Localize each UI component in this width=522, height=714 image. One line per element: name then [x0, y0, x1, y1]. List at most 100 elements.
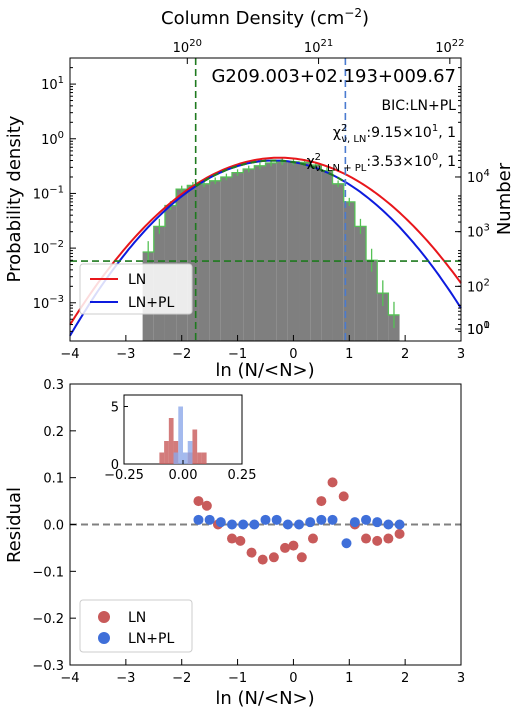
inset-bars — [159, 406, 207, 464]
fit-curves — [69, 156, 462, 337]
residual-point-lnpl — [226, 519, 237, 530]
legend-marker-lnpl — [98, 632, 110, 644]
y-tick-label: 10−2 — [33, 239, 64, 257]
right-tick-label: 103 — [467, 223, 490, 241]
top-tick-label: 1020 — [173, 38, 202, 56]
x-tick-label: −1 — [228, 347, 247, 362]
y-tick-label: 0.0 — [43, 519, 64, 534]
residual-point-ln — [246, 547, 257, 558]
y-tick-label: 100 — [41, 130, 64, 148]
residual-point-lnpl — [327, 514, 338, 525]
reference-lines — [70, 58, 461, 341]
residual-point-lnpl — [282, 519, 293, 530]
y-tick-label: 101 — [41, 75, 64, 93]
x-tick-label: −3 — [116, 671, 135, 686]
top-x-ticks: 1020 1021 1022 — [173, 38, 464, 64]
histogram-bar — [287, 161, 300, 341]
bottom-legend: LN LN+PL — [79, 599, 193, 653]
inset-bar-ln — [197, 452, 202, 464]
x-tick-label: 0 — [289, 671, 297, 686]
residual-point-lnpl — [394, 519, 405, 530]
inset-histogram: −0.25 0.00 0.25 5 0 — [104, 394, 257, 483]
residual-point-ln — [372, 535, 383, 546]
residual-point-ln — [280, 542, 291, 553]
y-tick-label: −0.3 — [32, 659, 64, 674]
residual-point-lnpl — [204, 514, 215, 525]
histogram-bar — [299, 162, 311, 341]
right-tick-label: 102 — [467, 277, 490, 295]
histogram-bar — [332, 183, 344, 341]
chi-ln-annotation: χ2 ν, LN:9.15×101, 1 — [333, 123, 456, 145]
legend-marker-ln — [98, 611, 110, 623]
fit-curve-ln — [69, 156, 462, 326]
inset-x-tick-label: 0.25 — [228, 468, 257, 483]
x-ticks: −4 −3 −2 −1 0 1 2 3 — [60, 335, 465, 362]
top-axis-label: Column Density (cm−2) — [161, 6, 369, 29]
histogram-bar — [354, 226, 367, 341]
residual-point-lnpl — [316, 514, 327, 525]
inset-y-tick-label: 5 — [111, 401, 119, 416]
residual-point-lnpl — [349, 517, 360, 528]
x-tick-label: −4 — [60, 347, 79, 362]
inset-bar-lnpl — [178, 406, 183, 464]
right-axis-label: Number — [494, 162, 515, 235]
x-tick-label: 3 — [457, 671, 465, 686]
y-tick-label: 10−3 — [33, 294, 64, 312]
x-tick-label: 1 — [345, 347, 353, 362]
histogram-outline — [142, 161, 400, 316]
residual-y-label: Residual — [4, 487, 25, 563]
residual-point-ln — [316, 496, 327, 507]
histogram-bar — [366, 260, 378, 341]
right-tick-label: 101 — [467, 320, 490, 338]
histogram-bar — [343, 201, 355, 341]
residual-point-lnpl — [271, 514, 282, 525]
residual-point-lnpl — [372, 517, 383, 528]
legend-label-lnpl: LN+PL — [128, 631, 174, 647]
inset-x-tick-label: −0.25 — [104, 468, 144, 483]
x-tick-label: 2 — [401, 347, 409, 362]
top-tick-label: 1021 — [304, 38, 333, 56]
histogram-bar — [187, 185, 199, 341]
residual-point-ln — [235, 535, 246, 546]
residual-point-ln — [307, 533, 318, 544]
legend-label-lnpl: LN+PL — [128, 295, 174, 311]
residual-x-label: ln (N/<N>) — [215, 688, 314, 709]
inset-bar-lnpl — [173, 452, 179, 464]
y-tick-label: 0.2 — [43, 425, 64, 440]
histogram-bar — [276, 161, 288, 341]
histogram-bar — [220, 176, 232, 341]
inset-y-tick-label: 0 — [111, 458, 119, 473]
histogram-bar — [243, 168, 255, 341]
residual-point-lnpl — [193, 514, 204, 525]
histogram-bar — [231, 172, 244, 341]
chart-title: G209.003+02.193+009.67 — [211, 66, 456, 87]
x-tick-label: −2 — [172, 347, 191, 362]
residual-point-lnpl — [383, 519, 394, 530]
y-tick-label: 10−1 — [33, 184, 64, 202]
x-tick-label: −4 — [60, 671, 79, 686]
residual-point-ln — [296, 552, 307, 563]
legend-label-ln: LN — [128, 272, 146, 288]
residual-x-ticks: −4 −3 −2 −1 0 1 2 3 — [60, 659, 465, 686]
histogram-bar — [321, 170, 333, 341]
x-tick-label: −2 — [172, 671, 191, 686]
plot-frame — [69, 57, 462, 342]
inset-x-tick-label: 0.00 — [169, 468, 198, 483]
top-tick-label: 1022 — [435, 38, 464, 56]
y-tick-label: 0.1 — [43, 472, 64, 487]
residual-point-lnpl — [260, 514, 271, 525]
residual-point-ln — [201, 500, 212, 511]
inset-bar-ln — [164, 441, 169, 464]
residual-point-ln — [327, 477, 338, 488]
y-tick-label: 0.3 — [43, 378, 64, 393]
y-axis-label: Probability density — [4, 115, 25, 282]
x-tick-label: −3 — [116, 347, 135, 362]
inset-bar-lnpl — [183, 452, 188, 464]
histogram-bar — [265, 163, 277, 341]
y-tick-label: −0.1 — [32, 565, 64, 580]
residual-point-ln — [383, 533, 394, 544]
right-tick-label: 104 — [467, 168, 490, 186]
histogram-bar — [198, 183, 210, 341]
bic-annotation: BIC:LN+PL — [382, 98, 457, 114]
